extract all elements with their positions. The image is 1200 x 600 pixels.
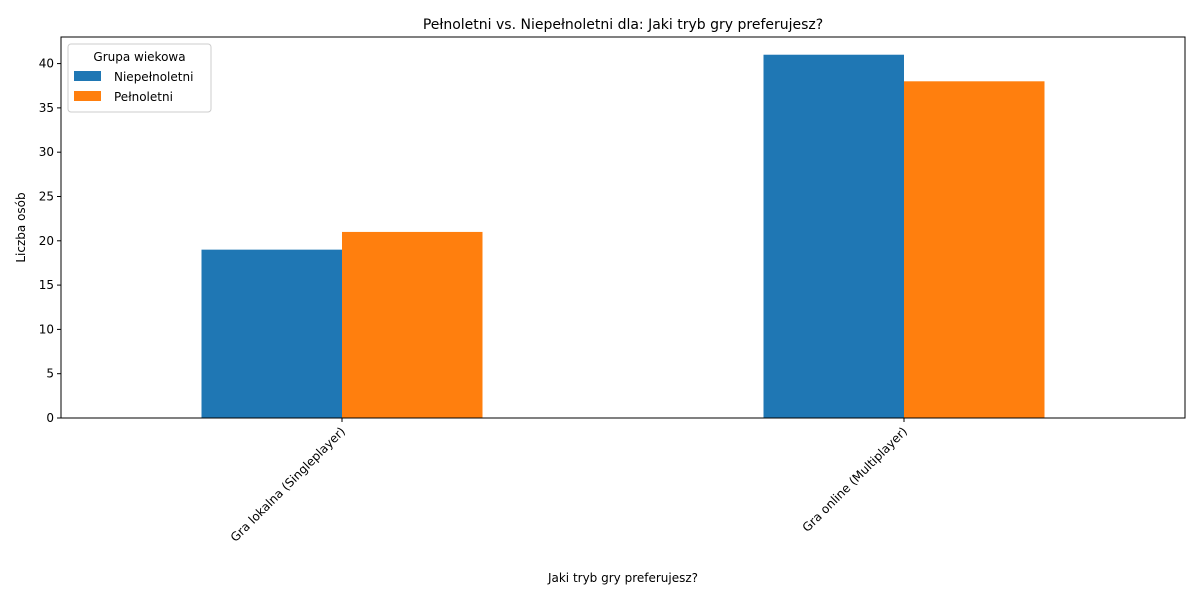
y-tick-label: 30	[39, 145, 54, 159]
y-tick-label: 40	[39, 57, 54, 71]
x-tick-label: Gra lokalna (Singleplayer)	[228, 424, 348, 544]
legend-entry-label: Pełnoletni	[114, 90, 173, 104]
legend-swatch	[74, 91, 101, 101]
y-tick-label: 0	[46, 411, 54, 425]
legend-swatch	[74, 71, 101, 81]
y-tick-label: 35	[39, 101, 54, 115]
bar-pelnoletni-0	[342, 231, 483, 418]
bars-group	[201, 54, 1045, 419]
legend-title: Grupa wiekowa	[93, 50, 185, 64]
legend: Grupa wiekowa Niepełnoletni Pełnoletni	[67, 43, 212, 113]
y-axis: 0 5 10 15 20 25 30 35 40	[39, 57, 61, 425]
y-tick-label: 25	[39, 189, 54, 203]
legend-frame	[67, 43, 212, 113]
x-tick-label: Gra online (Multiplayer)	[800, 424, 910, 534]
bar-niepelnoletni-0	[201, 249, 342, 418]
y-tick-label: 15	[39, 278, 54, 292]
bar-pelnoletni-1	[904, 81, 1045, 419]
y-tick-label: 5	[46, 367, 54, 381]
chart-title: Pełnoletni vs. Niepełnoletni dla: Jaki t…	[423, 17, 823, 33]
y-tick-label: 20	[39, 234, 54, 248]
y-axis-label: Liczba osób	[14, 192, 28, 262]
bar-niepelnoletni-1	[763, 54, 904, 418]
legend-entry-label: Niepełnoletni	[114, 70, 193, 84]
y-tick-label: 10	[39, 322, 54, 336]
x-axis: Gra lokalna (Singleplayer) Gra online (Mu…	[228, 418, 910, 545]
x-axis-label: Jaki tryb gry preferujesz?	[547, 571, 698, 585]
plot-frame	[60, 36, 1186, 419]
